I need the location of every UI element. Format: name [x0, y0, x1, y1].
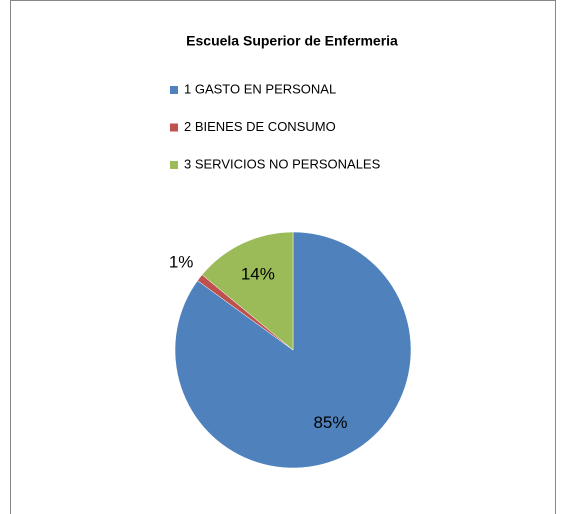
legend-label: 1 GASTO EN PERSONAL: [184, 81, 336, 96]
legend-label: 2 BIENES DE CONSUMO: [184, 119, 336, 134]
data-label: 1%: [169, 253, 194, 272]
data-label: 85%: [313, 413, 347, 432]
legend-swatch: [170, 161, 178, 169]
legend-label: 3 SERVICIOS NO PERSONALES: [184, 156, 381, 171]
pie-slice: [201, 231, 294, 351]
legend-swatch: [170, 123, 178, 132]
legend-swatch: [170, 86, 178, 94]
chart-title: Escuela Superior de Enfermeria: [186, 33, 398, 49]
data-label: 14%: [241, 265, 275, 284]
